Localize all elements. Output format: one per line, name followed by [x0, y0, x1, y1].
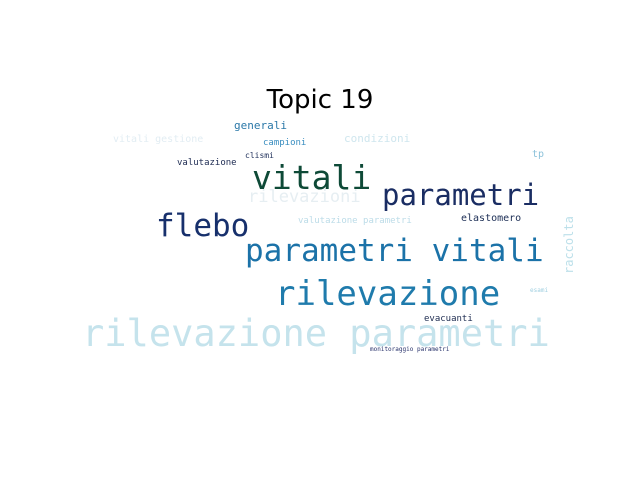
word-monitoraggio-parametri: monitoraggio parametri — [370, 346, 450, 353]
word-campioni: campioni — [263, 138, 307, 148]
word-valutazione-parametri: valutazione parametri — [298, 216, 412, 226]
word-tp: tp — [532, 149, 545, 160]
word-rilevazioni: rilevazioni — [248, 187, 361, 207]
word-vitali-gestione: vitali gestione — [113, 134, 204, 145]
word-esami: esami — [530, 287, 549, 294]
word-rilevazione: rilevazione — [275, 274, 501, 314]
word-clismi: clismi — [245, 151, 274, 160]
word-parametri-vitali: parametri vitali — [245, 233, 544, 269]
word-vitali: vitali — [252, 158, 372, 197]
word-cloud: rilevazione parametri rilevazione parame… — [80, 113, 576, 365]
word-condizioni: condizioni — [344, 132, 411, 145]
word-raccolta: raccolta — [562, 216, 576, 274]
word-flebo: flebo — [156, 208, 250, 244]
word-rilevazione-parametri: rilevazione parametri — [82, 312, 550, 355]
word-parametri: parametri — [382, 178, 540, 212]
word-generali: generali — [234, 119, 287, 132]
word-elastomero: elastomero — [461, 213, 522, 224]
word-valutazione: valutazione — [177, 158, 237, 168]
figure-title: Topic 19 — [266, 85, 374, 115]
word-evacuanti: evacuanti — [424, 314, 473, 324]
